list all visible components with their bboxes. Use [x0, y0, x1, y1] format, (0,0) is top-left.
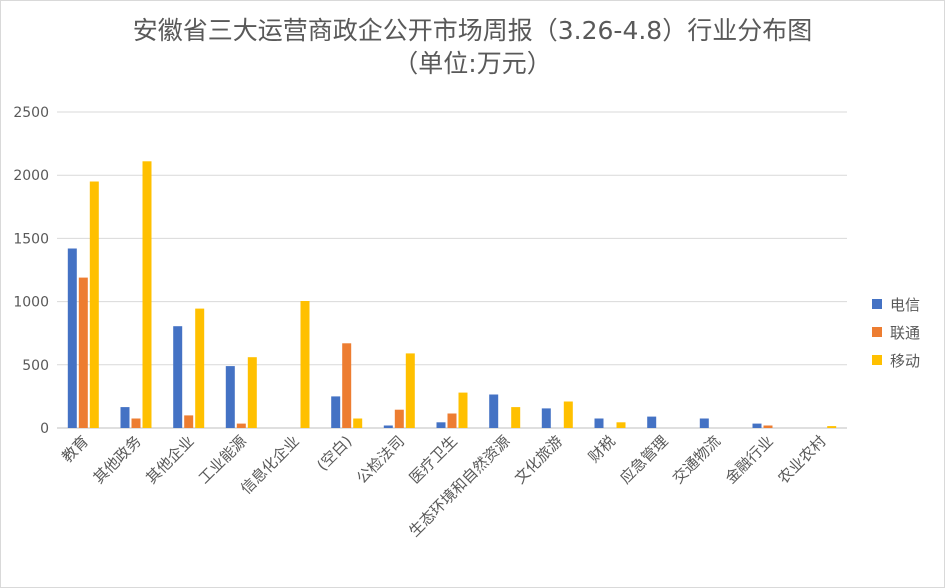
- x-category-label: 其他政务: [90, 432, 145, 487]
- bar-0-8: [489, 394, 499, 428]
- bar-2-2: [195, 308, 205, 428]
- bar-2-0: [89, 181, 99, 428]
- legend-label-liantong: 联通: [890, 323, 921, 342]
- x-category-label: 公检法司: [353, 432, 408, 487]
- bar-0-6: [383, 425, 393, 428]
- x-category-label: (空白): [313, 432, 355, 474]
- x-category-label: 文化旅游: [511, 432, 566, 487]
- gridlines: [57, 111, 847, 429]
- y-tick-label: 2500: [13, 105, 49, 121]
- chart-subtitle: （单位:万元）: [393, 49, 552, 78]
- bar-2-1: [142, 161, 152, 429]
- bar-0-5: [331, 396, 341, 428]
- chart-title: 安徽省三大运营商政企公开市场周报（3.26-4.8）行业分布图 （单位:万元）: [0, 14, 945, 80]
- legend-label-dianxin: 电信: [890, 295, 921, 314]
- legend-swatch-yidong: [872, 355, 882, 365]
- bar-0-9: [541, 408, 551, 428]
- x-category-label: 其他企业: [142, 432, 197, 487]
- bar-0-12: [699, 418, 709, 428]
- chart-title-main: 安徽省三大运营商政企公开市场周报（3.26-4.8）行业分布图: [132, 16, 813, 45]
- legend-swatch-liantong: [872, 327, 882, 337]
- bar-0-13: [752, 423, 762, 428]
- bar-0-1: [120, 407, 130, 428]
- x-category-label: 应急管理: [616, 432, 671, 487]
- bar-0-0: [67, 248, 77, 428]
- x-category-label: 交通物流: [669, 432, 724, 487]
- legend: 电信 联通 移动: [872, 290, 920, 374]
- bar-2-6: [405, 353, 415, 428]
- y-tick-label: 2000: [13, 168, 49, 184]
- x-category-label: 金融行业: [722, 432, 777, 487]
- legend-label-yidong: 移动: [890, 351, 921, 370]
- bar-2-10: [616, 422, 626, 428]
- x-category-label: 生态环境和自然资源: [405, 432, 513, 540]
- y-tick-label: 1000: [13, 295, 49, 311]
- bar-2-8: [511, 407, 521, 428]
- x-category-label: 教育: [58, 432, 92, 466]
- bar-0-7: [436, 422, 446, 428]
- y-axis-tick-labels: 0 500 1000 1500 2000 2500: [13, 105, 49, 437]
- bar-1-13: [763, 425, 773, 428]
- bar-1-1: [131, 418, 141, 428]
- bar-0-3: [225, 366, 235, 428]
- bar-0-2: [173, 326, 183, 428]
- bar-2-14: [827, 426, 837, 428]
- x-category-label: 财税: [585, 432, 619, 466]
- bar-1-3: [236, 423, 246, 428]
- bar-1-7: [447, 413, 457, 428]
- legend-item-dianxin: 电信: [872, 290, 920, 318]
- bar-1-2: [184, 415, 194, 428]
- bar-2-4: [300, 301, 310, 428]
- bar-2-5: [353, 418, 363, 428]
- y-tick-label: 0: [40, 421, 49, 437]
- bar-2-3: [247, 357, 257, 428]
- bar-0-10: [594, 418, 604, 428]
- bar-1-0: [78, 277, 88, 428]
- legend-swatch-dianxin: [872, 299, 882, 309]
- bars: [67, 161, 837, 429]
- y-tick-label: 1500: [13, 231, 49, 247]
- legend-item-yidong: 移动: [872, 346, 920, 374]
- x-category-label: 农业农村: [774, 432, 829, 487]
- y-tick-label: 500: [22, 358, 49, 374]
- legend-item-liantong: 联通: [872, 318, 920, 346]
- bar-0-11: [647, 416, 657, 428]
- bar-2-9: [563, 401, 573, 428]
- bar-1-6: [394, 409, 404, 428]
- bar-2-7: [458, 392, 468, 428]
- bar-1-5: [342, 343, 352, 428]
